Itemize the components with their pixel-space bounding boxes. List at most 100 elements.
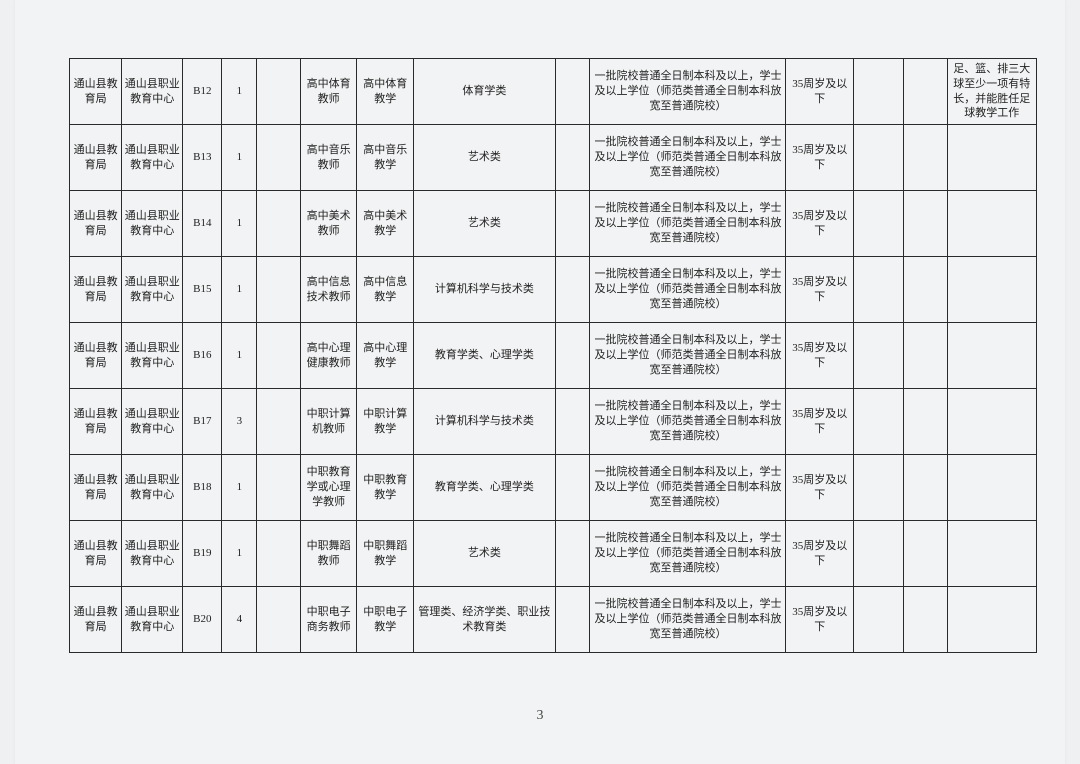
table-cell: 高中心理教学 [357,323,414,389]
table-cell: 一批院校普通全日制本科及以上，学士及以上学位（师范类普通全日制本科放宽至普通院校… [590,191,786,257]
table-cell: 通山县教育局 [70,455,122,521]
table-cell: 中职电子商务教师 [300,587,357,653]
table-cell: 35周岁及以下 [786,521,854,587]
table-cell [853,521,903,587]
table-cell: 4 [222,587,257,653]
table-row: 通山县教育局通山县职业教育中心B151高中信息技术教师高中信息教学计算机科学与技… [70,257,1037,323]
table-row: 通山县教育局通山县职业教育中心B191中职舞蹈教师中职舞蹈教学艺术类一批院校普通… [70,521,1037,587]
table-cell: 通山县职业教育中心 [122,389,183,455]
table-cell [257,521,301,587]
table-cell: B17 [183,389,222,455]
table-cell: 管理类、经济学类、职业技术教育类 [414,587,556,653]
table-row: 通山县教育局通山县职业教育中心B173中职计算机教师中职计算教学计算机科学与技术… [70,389,1037,455]
table-cell: 一批院校普通全日制本科及以上，学士及以上学位（师范类普通全日制本科放宽至普通院校… [590,125,786,191]
table-cell [555,125,590,191]
table-cell [555,257,590,323]
table-cell: 35周岁及以下 [786,59,854,125]
table-cell: 中职教育学或心理学教师 [300,455,357,521]
table-cell [555,587,590,653]
table-cell: 通山县教育局 [70,257,122,323]
table-cell: 35周岁及以下 [786,455,854,521]
table-cell: 一批院校普通全日制本科及以上，学士及以上学位（师范类普通全日制本科放宽至普通院校… [590,521,786,587]
table-cell: 高中体育教师 [300,59,357,125]
table-cell: 足、篮、排三大球至少一项有特长，并能胜任足球教学工作 [947,59,1036,125]
table-body: 通山县教育局通山县职业教育中心B121高中体育教师高中体育教学体育学类一批院校普… [70,59,1037,653]
table-cell: 一批院校普通全日制本科及以上，学士及以上学位（师范类普通全日制本科放宽至普通院校… [590,323,786,389]
table-cell [853,191,903,257]
table-cell: 艺术类 [414,521,556,587]
table-cell [904,389,948,455]
table-cell: 35周岁及以下 [786,587,854,653]
table-cell: 高中音乐教学 [357,125,414,191]
table-cell [947,191,1036,257]
table-cell [853,323,903,389]
table-cell [555,389,590,455]
table-row: 通山县教育局通山县职业教育中心B121高中体育教师高中体育教学体育学类一批院校普… [70,59,1037,125]
table-cell: 通山县教育局 [70,59,122,125]
table-cell: 一批院校普通全日制本科及以上，学士及以上学位（师范类普通全日制本科放宽至普通院校… [590,59,786,125]
table-cell: 高中心理健康教师 [300,323,357,389]
table-cell: 通山县教育局 [70,587,122,653]
table-cell: 通山县教育局 [70,323,122,389]
table-row: 通山县教育局通山县职业教育中心B204中职电子商务教师中职电子教学管理类、经济学… [70,587,1037,653]
table-cell: B14 [183,191,222,257]
table-cell: 一批院校普通全日制本科及以上，学士及以上学位（师范类普通全日制本科放宽至普通院校… [590,587,786,653]
table-cell: 通山县职业教育中心 [122,191,183,257]
table-row: 通山县教育局通山县职业教育中心B141高中美术教师高中美术教学艺术类一批院校普通… [70,191,1037,257]
table-cell [853,257,903,323]
table-cell [904,323,948,389]
table-cell [257,389,301,455]
recruitment-table: 通山县教育局通山县职业教育中心B121高中体育教师高中体育教学体育学类一批院校普… [69,58,1037,653]
table-cell: 高中体育教学 [357,59,414,125]
table-cell: 中职计算教学 [357,389,414,455]
table-cell: 1 [222,191,257,257]
table-cell [257,257,301,323]
table-cell: 中职教育教学 [357,455,414,521]
table-cell [904,257,948,323]
table-cell [853,587,903,653]
table-cell: 1 [222,455,257,521]
table-cell: 通山县职业教育中心 [122,521,183,587]
table-cell: 教育学类、心理学类 [414,323,556,389]
table-cell [257,125,301,191]
table-cell: 35周岁及以下 [786,125,854,191]
table-cell: 一批院校普通全日制本科及以上，学士及以上学位（师范类普通全日制本科放宽至普通院校… [590,455,786,521]
table-wrap: 通山县教育局通山县职业教育中心B121高中体育教师高中体育教学体育学类一批院校普… [69,58,1037,653]
table-cell [904,125,948,191]
table-cell: 一批院校普通全日制本科及以上，学士及以上学位（师范类普通全日制本科放宽至普通院校… [590,257,786,323]
table-cell: 艺术类 [414,191,556,257]
table-cell [853,455,903,521]
table-cell: 通山县教育局 [70,191,122,257]
table-cell: 中职舞蹈教师 [300,521,357,587]
table-cell: 通山县职业教育中心 [122,257,183,323]
table-cell: 计算机科学与技术类 [414,257,556,323]
table-cell [853,59,903,125]
table-cell [555,191,590,257]
table-cell [947,587,1036,653]
table-cell: 体育学类 [414,59,556,125]
page-number: 3 [15,708,1065,724]
table-cell: 35周岁及以下 [786,323,854,389]
table-cell [257,455,301,521]
table-cell [947,125,1036,191]
table-cell: 高中音乐教师 [300,125,357,191]
table-cell: 1 [222,323,257,389]
table-cell [257,323,301,389]
table-cell: 3 [222,389,257,455]
table-cell: 艺术类 [414,125,556,191]
table-cell [555,455,590,521]
table-cell: 高中信息技术教师 [300,257,357,323]
table-cell [904,191,948,257]
table-cell: B18 [183,455,222,521]
table-cell: 1 [222,257,257,323]
table-cell: 教育学类、心理学类 [414,455,556,521]
table-cell: B19 [183,521,222,587]
table-cell [947,455,1036,521]
table-cell: 一批院校普通全日制本科及以上，学士及以上学位（师范类普通全日制本科放宽至普通院校… [590,389,786,455]
table-cell: 高中美术教学 [357,191,414,257]
table-cell: 1 [222,59,257,125]
table-cell: B20 [183,587,222,653]
table-cell: 1 [222,521,257,587]
table-cell: 35周岁及以下 [786,191,854,257]
table-cell: 通山县职业教育中心 [122,323,183,389]
